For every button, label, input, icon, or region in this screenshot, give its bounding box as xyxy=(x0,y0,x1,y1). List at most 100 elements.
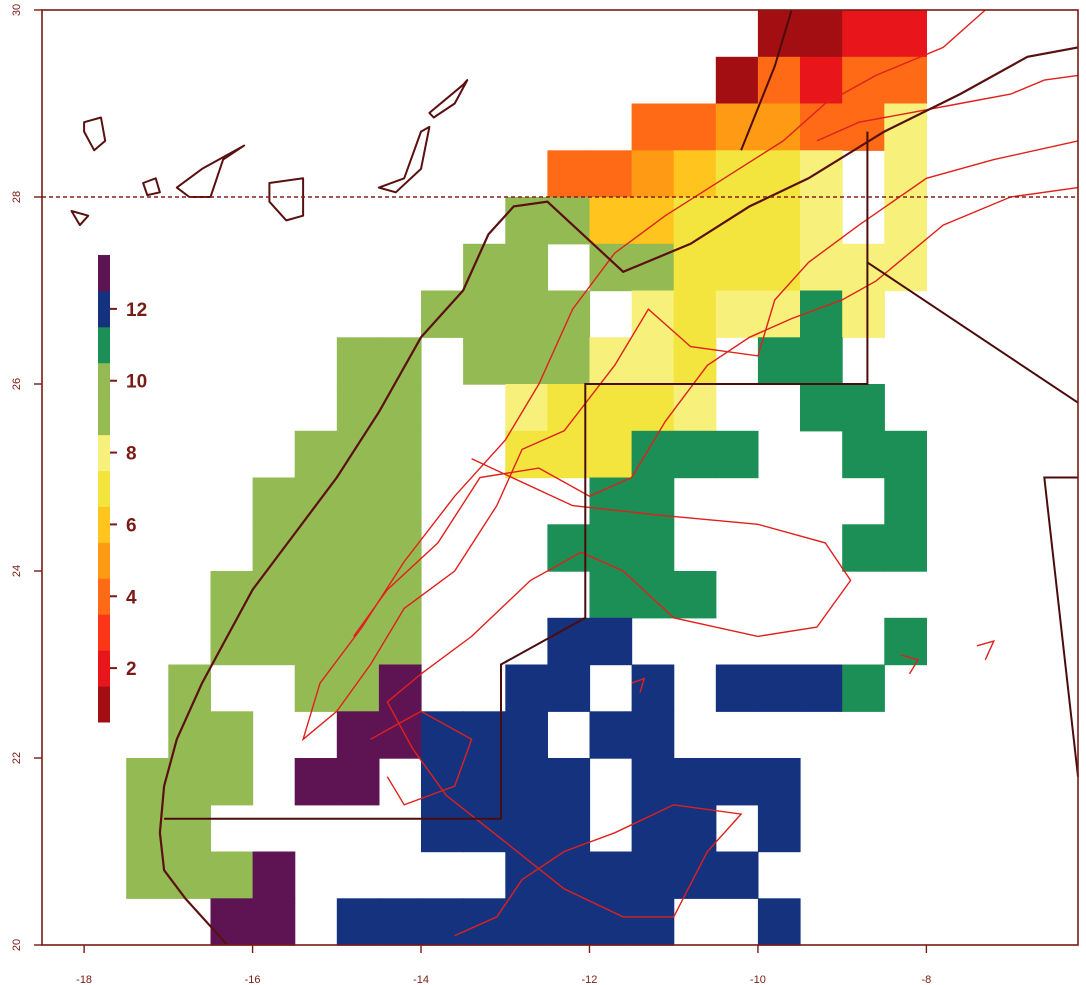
heatmap-cell xyxy=(336,571,380,619)
x-tick-label: -14 xyxy=(413,974,429,985)
heatmap-cell xyxy=(800,664,843,712)
heatmap-cell xyxy=(631,711,675,759)
coastline xyxy=(158,46,1079,946)
legend-color-step xyxy=(98,362,110,400)
heatmap-cell xyxy=(589,617,633,666)
heatmap-cell xyxy=(842,10,885,58)
heatmap-cell xyxy=(800,290,843,338)
heatmap-cell xyxy=(884,430,927,479)
heatmap-cell xyxy=(631,477,675,525)
heatmap-cell xyxy=(757,56,801,105)
depth-contour-line xyxy=(816,74,1079,142)
legend-color-step xyxy=(98,506,110,543)
heatmap-cell xyxy=(463,711,506,759)
border-line xyxy=(1043,476,1079,777)
heatmap-cell xyxy=(673,758,717,806)
legend-color-step xyxy=(98,255,110,292)
heatmap-cell xyxy=(589,243,633,292)
heatmap-cell xyxy=(631,197,675,245)
heatmap-cell xyxy=(884,197,927,245)
x-tick-label: -10 xyxy=(750,974,766,985)
island-outline xyxy=(268,177,305,222)
heatmap-cell xyxy=(463,804,506,853)
heatmap-cell xyxy=(673,103,717,151)
heatmap-cell xyxy=(336,524,380,572)
heatmap-cell xyxy=(336,664,380,712)
depth-contour-line xyxy=(353,186,1079,637)
heatmap-cell xyxy=(547,150,591,198)
x-tick-label: -12 xyxy=(582,974,598,985)
heatmap-cell xyxy=(842,430,885,479)
heatmap-cell xyxy=(715,103,759,151)
heatmap-cell xyxy=(463,290,506,338)
heatmap-cell xyxy=(589,898,633,946)
legend-tick-label: 6 xyxy=(126,515,137,536)
heatmap-cell xyxy=(378,617,422,666)
heatmap-cell xyxy=(547,664,591,712)
border-line xyxy=(866,261,1079,404)
heatmap-cell xyxy=(168,664,211,712)
x-axis: -18 -16 -14 -12 -10 -8 xyxy=(76,945,931,985)
heatmap-cell xyxy=(673,337,717,385)
heatmap-cell xyxy=(884,56,927,105)
heatmap-cell xyxy=(631,430,675,479)
heatmap-cell xyxy=(673,290,717,338)
heatmap-cell xyxy=(336,617,380,666)
heatmap-cell xyxy=(715,150,759,198)
heatmap-cell xyxy=(673,384,717,432)
heatmap-cell xyxy=(294,524,338,572)
heatmap-cell xyxy=(547,898,591,946)
heatmap-cell xyxy=(673,150,717,198)
heatmap-cell xyxy=(842,524,885,572)
heatmap-cell xyxy=(589,524,633,572)
heatmap-cell xyxy=(210,851,254,899)
y-tick-label: 28 xyxy=(11,191,23,203)
legend-color-step xyxy=(98,542,110,579)
heatmap-cell xyxy=(378,898,422,946)
heatmap-cell xyxy=(378,477,422,525)
heatmap-cell xyxy=(505,758,548,806)
heatmap-cell xyxy=(252,477,296,525)
heatmap-cell xyxy=(757,150,801,198)
heatmap-cell xyxy=(715,758,759,806)
heatmap-cell xyxy=(421,898,464,946)
heatmap-cell xyxy=(378,571,422,619)
borders xyxy=(164,9,1079,820)
heatmap-cell xyxy=(294,617,338,666)
x-tick-label: -18 xyxy=(76,974,92,985)
heatmap-cell xyxy=(210,617,254,666)
legend-color-step xyxy=(98,614,110,651)
heatmap-cell xyxy=(757,664,801,712)
island-outline xyxy=(83,116,107,152)
island-outline xyxy=(142,177,161,197)
heatmap-cell xyxy=(589,150,633,198)
x-tick-label: -8 xyxy=(921,974,931,985)
legend-tick-label: 4 xyxy=(126,587,137,608)
heatmap-cell xyxy=(884,524,927,572)
border-line xyxy=(740,9,793,151)
heatmap-cell xyxy=(547,337,591,385)
heatmap-cell xyxy=(800,197,843,245)
heatmap-cell xyxy=(463,337,506,385)
heatmap-cell xyxy=(757,898,801,946)
y-tick-label: 24 xyxy=(11,565,23,577)
heatmap-cell xyxy=(547,524,591,572)
legend-tick-label: 10 xyxy=(126,372,147,393)
heatmap-cell xyxy=(463,758,506,806)
heatmap-cell xyxy=(589,851,633,899)
legend-color-step xyxy=(98,290,110,328)
heatmap-cell xyxy=(884,617,927,666)
heatmap-cell xyxy=(336,430,380,479)
heatmap-cell xyxy=(673,571,717,619)
heatmap-cell xyxy=(505,804,548,853)
heatmap-cell xyxy=(547,758,591,806)
heatmap-cell xyxy=(757,337,801,385)
heatmap-cell xyxy=(673,430,717,479)
depth-contour-line xyxy=(900,654,920,675)
heatmap-cell xyxy=(884,150,927,198)
heatmap-cell xyxy=(210,898,254,946)
heatmap-cell xyxy=(589,384,633,432)
heatmap-cell xyxy=(168,758,211,806)
heatmap-cell xyxy=(757,758,801,806)
heatmap-cell xyxy=(547,804,591,853)
